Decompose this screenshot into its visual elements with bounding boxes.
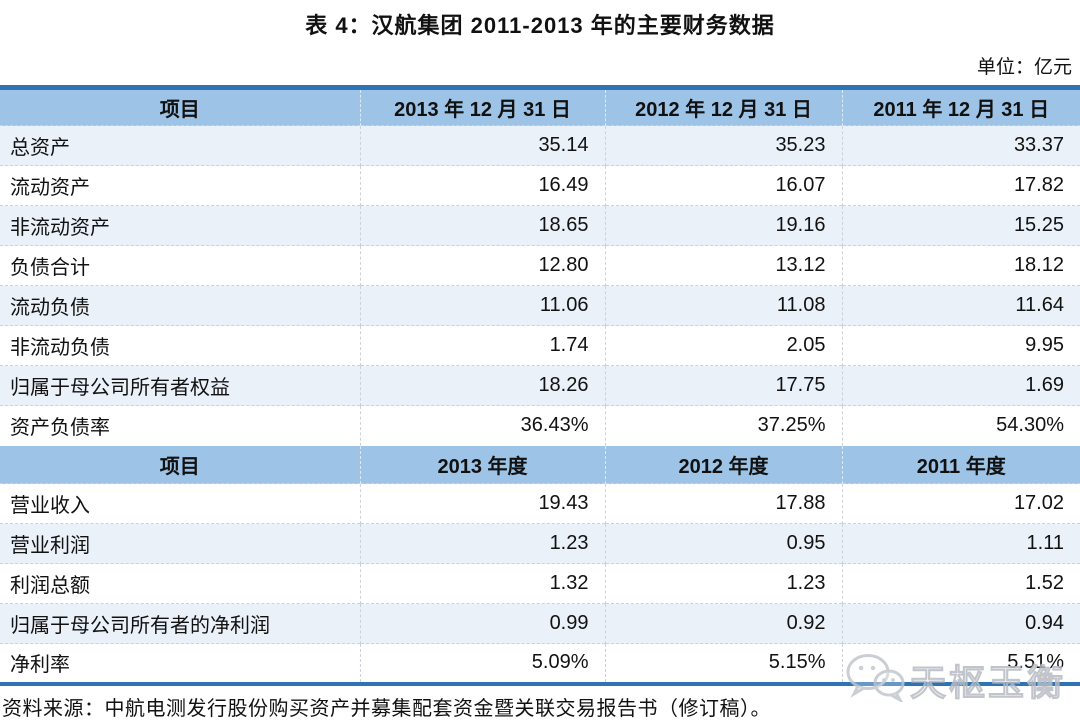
table-row: 净利率 5.09% 5.15% 5.51%	[0, 643, 1080, 686]
row-value: 1.74	[359, 325, 605, 366]
table-row: 营业收入 19.43 17.88 17.02	[0, 483, 1080, 524]
row-value: 12.80	[359, 245, 605, 286]
row-value: 19.16	[604, 205, 842, 246]
row-value: 15.25	[841, 205, 1080, 246]
row-value: 5.09%	[359, 643, 605, 686]
financial-table: 项目 2013 年 12 月 31 日 2012 年 12 月 31 日 201…	[0, 85, 1080, 686]
table-row: 流动负债 11.06 11.08 11.64	[0, 285, 1080, 326]
row-label: 营业利润	[0, 523, 360, 564]
row-value: 18.12	[841, 245, 1080, 286]
row-value: 16.49	[359, 165, 605, 206]
row-value: 19.43	[359, 483, 605, 524]
row-value: 18.26	[359, 365, 605, 406]
column-header: 2012 年 12 月 31 日	[604, 85, 842, 126]
row-value: 17.02	[841, 483, 1080, 524]
column-header: 2013 年度	[359, 445, 605, 484]
row-value: 0.95	[604, 523, 842, 564]
table-row: 总资产 35.14 35.23 33.37	[0, 125, 1080, 166]
row-value: 16.07	[604, 165, 842, 206]
column-header: 2011 年度	[841, 445, 1080, 484]
table-row: 利润总额 1.32 1.23 1.52	[0, 563, 1080, 604]
column-header: 项目	[0, 85, 360, 126]
row-label: 归属于母公司所有者权益	[0, 365, 360, 406]
row-label: 流动资产	[0, 165, 360, 206]
table-row: 营业利润 1.23 0.95 1.11	[0, 523, 1080, 564]
row-value: 35.23	[604, 125, 842, 166]
column-header: 2013 年 12 月 31 日	[359, 85, 605, 126]
row-value: 33.37	[841, 125, 1080, 166]
table-row: 归属于母公司所有者的净利润 0.99 0.92 0.94	[0, 603, 1080, 644]
row-value: 11.06	[359, 285, 605, 326]
row-value: 9.95	[841, 325, 1080, 366]
page-title: 表 4：汉航集团 2011-2013 年的主要财务数据	[305, 13, 775, 38]
income-statement-header-row: 项目 2013 年度 2012 年度 2011 年度	[0, 445, 1080, 484]
row-label: 营业收入	[0, 483, 360, 524]
row-label: 利润总额	[0, 563, 360, 604]
unit-label: 单位：亿元	[976, 57, 1072, 78]
table-row: 非流动负债 1.74 2.05 9.95	[0, 325, 1080, 366]
row-label: 非流动负债	[0, 325, 360, 366]
column-header: 项目	[0, 445, 360, 484]
row-value: 5.51%	[841, 643, 1080, 686]
table-row: 流动资产 16.49 16.07 17.82	[0, 165, 1080, 206]
row-value: 35.14	[359, 125, 605, 166]
table-row: 非流动资产 18.65 19.16 15.25	[0, 205, 1080, 246]
row-value: 36.43%	[359, 405, 605, 446]
row-value: 17.75	[604, 365, 842, 406]
row-label: 负债合计	[0, 245, 360, 286]
row-value: 0.94	[841, 603, 1080, 644]
row-value: 1.23	[604, 563, 842, 604]
column-header: 2012 年度	[604, 445, 842, 484]
source-note: 资料来源：中航电测发行股份购买资产并募集配套资金暨关联交易报告书（修订稿）。	[2, 697, 771, 720]
row-value: 17.88	[604, 483, 842, 524]
table-row: 资产负债率 36.43% 37.25% 54.30%	[0, 405, 1080, 446]
row-label: 流动负债	[0, 285, 360, 326]
row-label: 资产负债率	[0, 405, 360, 446]
row-value: 37.25%	[604, 405, 842, 446]
row-label: 非流动资产	[0, 205, 360, 246]
row-value: 1.69	[841, 365, 1080, 406]
row-value: 0.99	[359, 603, 605, 644]
table-row: 归属于母公司所有者权益 18.26 17.75 1.69	[0, 365, 1080, 406]
row-value: 0.92	[604, 603, 842, 644]
row-value: 5.15%	[604, 643, 842, 686]
row-label: 归属于母公司所有者的净利润	[0, 603, 360, 644]
row-label: 净利率	[0, 643, 360, 686]
row-label: 总资产	[0, 125, 360, 166]
row-value: 1.32	[359, 563, 605, 604]
row-value: 1.52	[841, 563, 1080, 604]
row-value: 13.12	[604, 245, 842, 286]
row-value: 54.30%	[841, 405, 1080, 446]
row-value: 11.08	[604, 285, 842, 326]
row-value: 11.64	[841, 285, 1080, 326]
balance-sheet-header-row: 项目 2013 年 12 月 31 日 2012 年 12 月 31 日 201…	[0, 85, 1080, 126]
row-value: 17.82	[841, 165, 1080, 206]
table-row: 负债合计 12.80 13.12 18.12	[0, 245, 1080, 286]
row-value: 2.05	[604, 325, 842, 366]
row-value: 1.23	[359, 523, 605, 564]
row-value: 18.65	[359, 205, 605, 246]
column-header: 2011 年 12 月 31 日	[841, 85, 1080, 126]
row-value: 1.11	[841, 523, 1080, 564]
